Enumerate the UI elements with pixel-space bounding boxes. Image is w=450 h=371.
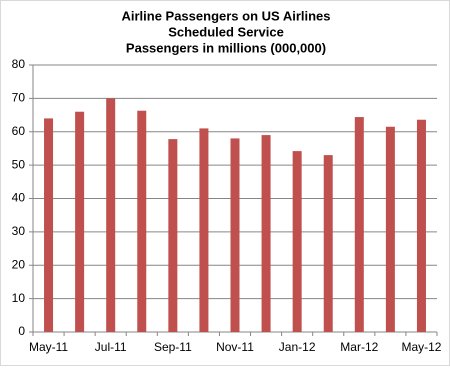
bar [168,139,178,332]
y-tick-label: 10 [12,291,26,305]
bar [44,118,54,333]
x-tick-label: Sep-11 [154,340,192,354]
chart-title: Airline Passengers on US Airlines [121,8,330,23]
bar [354,117,364,332]
y-tick-label: 50 [12,157,26,171]
bar [261,135,271,332]
bar [292,151,302,332]
bar [199,128,209,332]
y-tick-label: 80 [12,57,26,71]
bar [323,155,333,332]
y-tick-label: 20 [12,257,26,271]
bar [75,111,85,332]
x-tick-label: Jan-12 [279,340,316,354]
chart-title: Scheduled Service [168,24,284,39]
bar [385,126,395,333]
bar [106,98,116,332]
y-tick-label: 0 [18,324,25,338]
y-tick-label: 40 [12,191,26,205]
chart-title: Passengers in millions (000,000) [126,40,326,55]
bar [230,138,240,332]
x-tick-label: May-12 [401,340,441,354]
x-tick-label: Nov-11 [216,340,254,354]
y-tick-label: 30 [12,224,26,238]
x-tick-label: Jul-11 [95,340,127,354]
y-tick-label: 60 [12,124,26,138]
x-tick-label: Mar-12 [340,340,378,354]
x-tick-label: May-11 [29,340,68,354]
bar [416,119,426,332]
bar [137,110,147,332]
y-tick-label: 70 [12,91,26,105]
